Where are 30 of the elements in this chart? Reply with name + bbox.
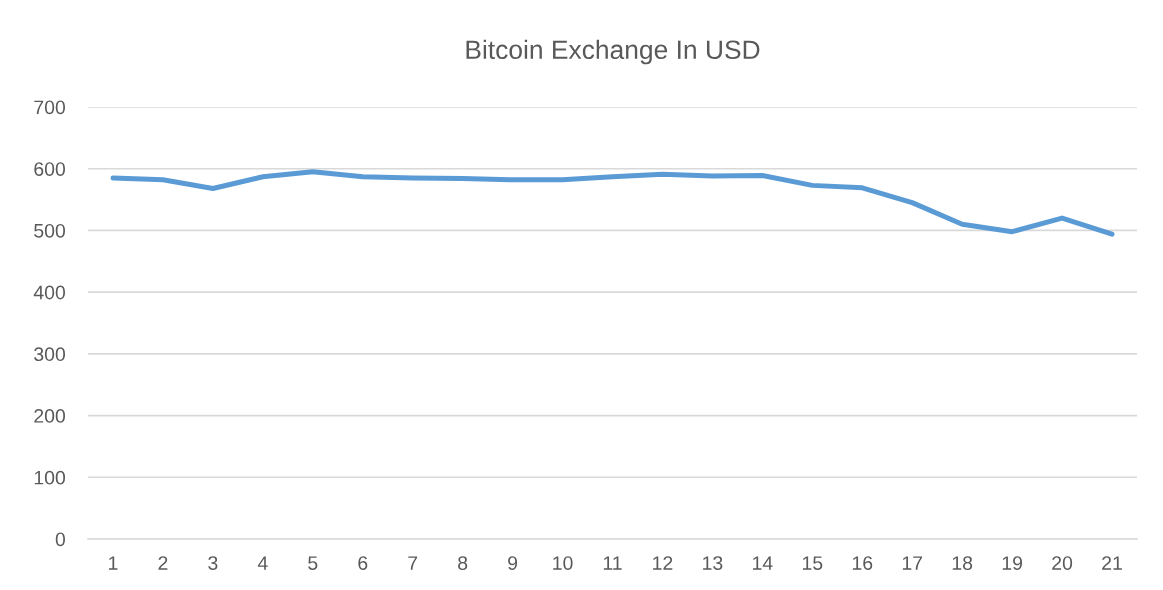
x-tick-label: 13 xyxy=(703,556,723,570)
x-tick-label: 3 xyxy=(208,556,218,570)
x-tick-label: 2 xyxy=(158,556,168,570)
y-tick-label: 600 xyxy=(34,162,66,176)
y-tick-label: 300 xyxy=(34,347,66,362)
x-tick-label: 18 xyxy=(952,556,973,570)
x-tick-label: 14 xyxy=(753,556,773,570)
x-tick-label: 19 xyxy=(1002,556,1023,570)
y-tick-label: 700 xyxy=(34,100,66,115)
x-tick-label: 7 xyxy=(408,556,418,570)
x-tick-label: 9 xyxy=(508,556,518,570)
x-tick-label: 4 xyxy=(257,556,268,570)
y-tick-label: 100 xyxy=(34,470,66,485)
y-tick-label: 200 xyxy=(34,409,66,423)
x-tick-label: 15 xyxy=(802,556,823,570)
x-tick-label: 17 xyxy=(902,556,923,570)
x-tick-label: 6 xyxy=(358,556,368,570)
y-tick-label: 400 xyxy=(33,285,66,300)
chart-title: Bitcoin Exchange In USD xyxy=(466,39,760,65)
x-tick-label: 10 xyxy=(553,556,573,570)
x-tick-label: 5 xyxy=(308,556,318,570)
y-tick-label: 0 xyxy=(55,532,66,547)
x-tick-label: 11 xyxy=(603,556,622,570)
x-tick-label: 1 xyxy=(109,556,118,570)
x-tick-label: 16 xyxy=(852,556,873,570)
x-tick-label: 20 xyxy=(1052,556,1073,570)
y-tick-label: 500 xyxy=(34,223,66,238)
x-tick-label: 8 xyxy=(458,556,468,570)
x-tick-label: 21 xyxy=(1102,556,1122,570)
x-tick-label: 12 xyxy=(653,556,673,570)
